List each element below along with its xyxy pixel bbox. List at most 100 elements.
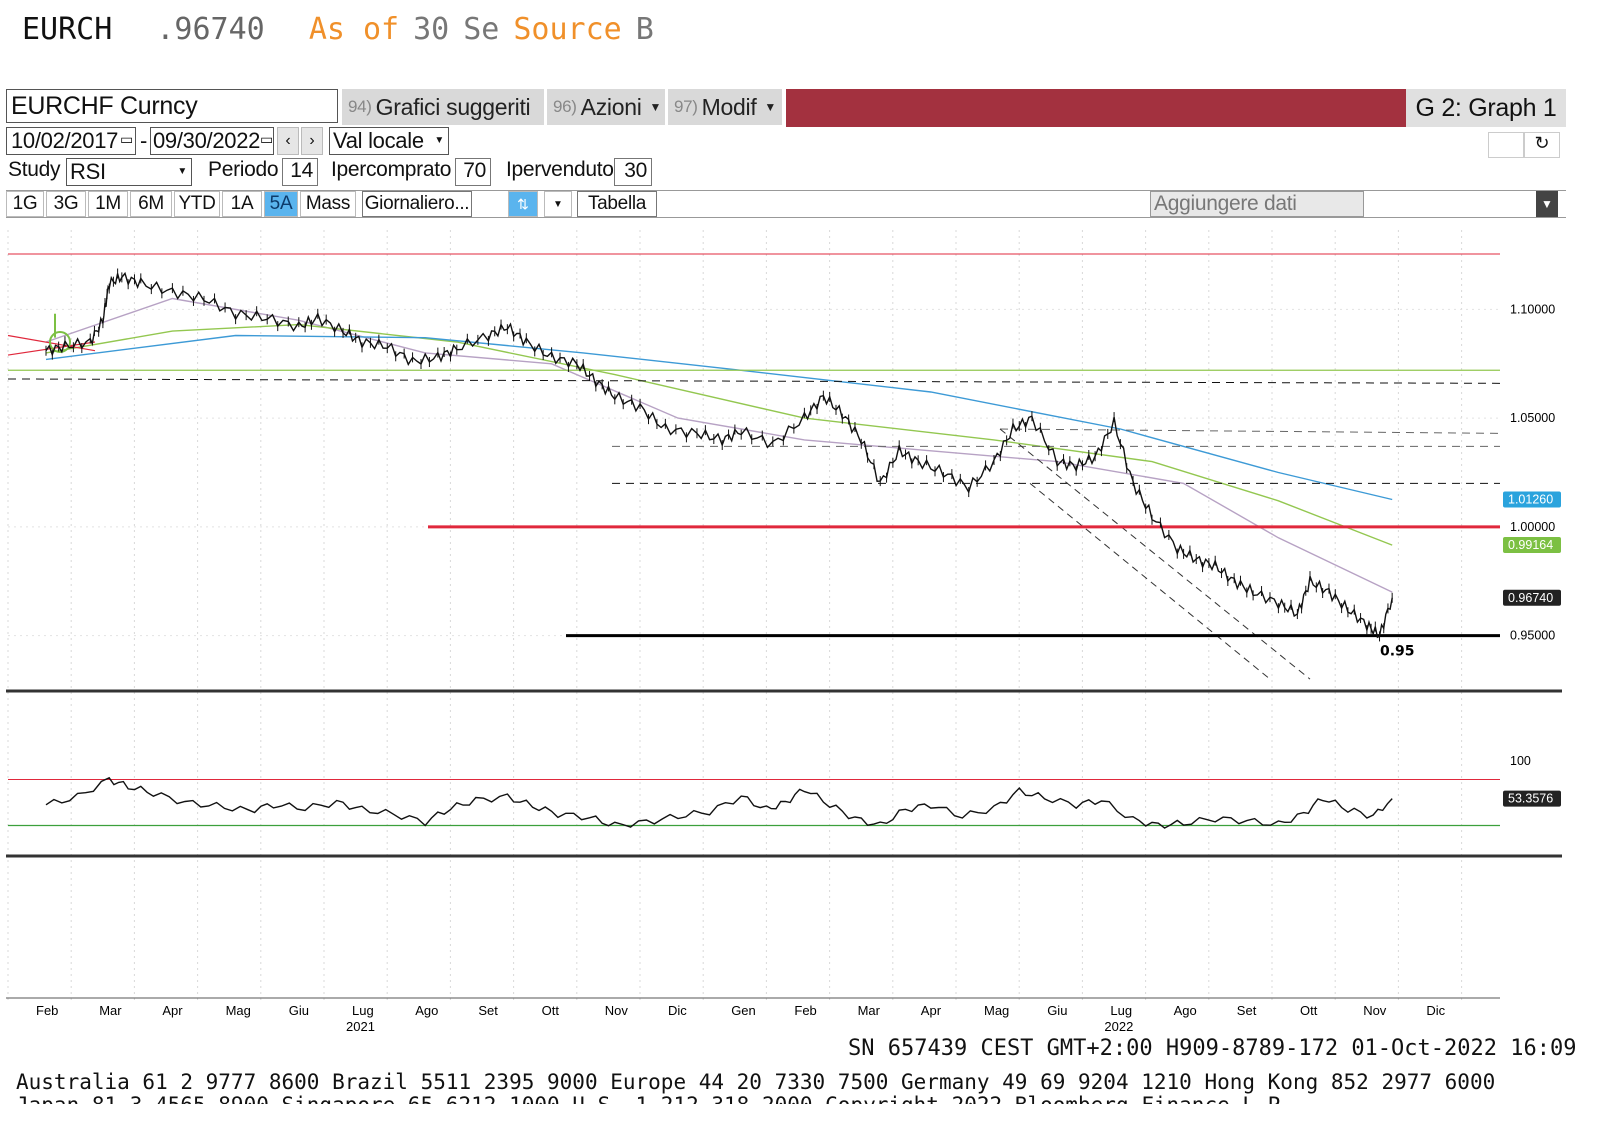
month-label: Feb	[36, 1003, 58, 1018]
month-label: Mar	[99, 1003, 122, 1018]
add-data-dropdown-icon[interactable]: ▼	[1536, 191, 1558, 217]
as-of: As of	[308, 12, 400, 47]
price-tick-label: 1.05000	[1510, 411, 1555, 425]
oversold-label: Ipervenduto	[506, 158, 614, 181]
graph-label[interactable]: G 2: Graph 1	[1406, 89, 1566, 127]
menu-label: Grafici suggeriti	[375, 93, 531, 120]
dropdown-arrow-icon: ▼	[764, 100, 776, 114]
table-button[interactable]: Tabella	[577, 191, 657, 217]
month-label: Lug	[1110, 1003, 1132, 1018]
month-label: Ott	[1300, 1003, 1318, 1018]
range-tab-6m[interactable]: 6M	[130, 191, 172, 217]
range-tab-3g[interactable]: 3G	[46, 191, 86, 217]
price-chart[interactable]: 0.95 1.10000 1.05000 1.00000 0.95000 1.01260…	[0, 220, 1600, 1040]
month-label: Mag	[226, 1003, 251, 1018]
trend-line	[7, 334, 96, 352]
actions-menu[interactable]: 96) Azioni ▼	[547, 89, 665, 125]
study-value: RSI	[70, 159, 106, 184]
dashed-line	[7, 378, 1501, 384]
add-data-input[interactable]: Aggiungere dati	[1150, 191, 1364, 217]
level-lines: 0.95	[7, 253, 1501, 680]
dropdown-arrow-icon: ▼	[434, 135, 444, 146]
blank-button[interactable]	[1488, 132, 1524, 158]
annotation-095: 0.95	[1380, 644, 1415, 660]
signal-circle	[49, 331, 71, 353]
oversold-input[interactable]: 30	[614, 158, 652, 186]
study-select[interactable]: RSI ▼	[66, 158, 192, 186]
menu-number: 96)	[553, 97, 577, 116]
price-axis: 1.10000 1.05000 1.00000 0.95000 1.01260 0.991…	[1503, 302, 1561, 643]
rsi-tick-label: 100	[1510, 754, 1531, 768]
range-tab-5a[interactable]: 5A	[264, 191, 298, 217]
period-label: Periodo	[208, 158, 279, 181]
suggested-charts-menu[interactable]: 94) Grafici suggeriti	[342, 89, 544, 125]
rsi-label: 53.3576	[1508, 792, 1553, 806]
rsi-line	[45, 776, 1393, 829]
dropdown-arrow-icon: ▼	[177, 166, 187, 177]
period-input[interactable]: 14	[282, 158, 318, 186]
refresh-icon[interactable]: ↻	[1524, 132, 1560, 158]
end-date-input[interactable]: 09/30/2022	[150, 127, 274, 155]
month-label: Set	[1237, 1003, 1257, 1018]
range-tab-1m[interactable]: 1M	[88, 191, 128, 217]
study-label: Study	[8, 158, 61, 181]
price-label-box	[1503, 537, 1561, 554]
channel-line	[999, 428, 1311, 680]
rsi-panel: 100 53.3576	[8, 754, 1561, 829]
calendar-icon[interactable]: ▭	[120, 131, 134, 147]
next-period-button[interactable]: ›	[301, 127, 323, 155]
channel-line	[1029, 482, 1271, 680]
range-tab-mass[interactable]: Mass	[300, 191, 356, 217]
month-label: Ott	[542, 1003, 560, 1018]
month-label: Ago	[415, 1003, 438, 1018]
month-label: Mag	[984, 1003, 1009, 1018]
time-axis: Feb Mar Apr Mag Giu Lug Ago Set Ott Nov Dic Gen Feb M…	[36, 1003, 1446, 1034]
price-tick-label: 0.95000	[1510, 629, 1555, 643]
ticker: EURCH	[22, 12, 113, 47]
range-tab-ytd[interactable]: YTD	[174, 191, 220, 217]
month-label: Mar	[858, 1003, 881, 1018]
ma-blue	[45, 334, 1393, 501]
month-label: Dic	[668, 1003, 687, 1018]
month-label: Gen	[731, 1003, 756, 1018]
price-series	[45, 268, 1393, 642]
date-day: 30	[413, 12, 450, 47]
price-label: 0.96740	[1508, 591, 1553, 605]
month-label: Ago	[1174, 1003, 1197, 1018]
price: .96740	[156, 12, 265, 47]
month-label: Apr	[162, 1003, 183, 1018]
prev-period-button[interactable]: ‹	[277, 127, 299, 155]
dashed-line	[999, 428, 1501, 434]
menu-label: Modif	[701, 93, 757, 120]
start-date-input[interactable]: 10/02/2017	[6, 127, 136, 155]
range-tab-1g[interactable]: 1G	[6, 191, 44, 217]
dropdown-arrow-icon: ▼	[649, 100, 662, 114]
ma-green	[45, 323, 1393, 546]
chart-type-dropdown-icon[interactable]: ▼	[544, 191, 572, 217]
serial-line: SN 657439 CEST GMT+2:00 H909-8789-172 01…	[848, 1036, 1577, 1061]
chart-grid	[6, 230, 1562, 1000]
currency-select[interactable]: Val locale ▼	[329, 127, 449, 155]
candles-icon[interactable]: ⇅	[508, 191, 538, 217]
range-tab-bar	[6, 190, 1566, 218]
range-tab-1a[interactable]: 1A	[222, 191, 262, 217]
date-separator: -	[140, 128, 148, 153]
month-label: Lug	[352, 1003, 374, 1018]
security-input[interactable]: EURCHF Curncy	[6, 89, 338, 123]
frequency-select[interactable]: Giornaliero...	[362, 191, 472, 217]
currency-value: Val locale	[333, 128, 424, 153]
price-tick-label: 1.10000	[1510, 302, 1555, 316]
rsi-label-box	[1503, 790, 1561, 807]
price-tick-label: 1.00000	[1510, 520, 1555, 534]
overbought-input[interactable]: 70	[455, 158, 491, 186]
contacts-line: Australia 61 2 9777 8600 Brazil 5511 239…	[16, 1070, 1496, 1094]
calendar-icon[interactable]: ▭	[260, 131, 274, 147]
menu-number: 94)	[348, 97, 372, 116]
contacts-line-2: Japan 81 3 4565 8900 Singapore 65 6212 1…	[16, 1092, 1293, 1104]
month-label: Giu	[289, 1003, 309, 1018]
year-label: 2021	[346, 1019, 375, 1034]
modify-menu[interactable]: 97) Modif ▼	[668, 89, 782, 125]
menu-number: 97)	[674, 97, 698, 116]
month-label: Dic	[1426, 1003, 1445, 1018]
header-line: EURCH .96740 As of 30 Se Source B	[22, 12, 680, 47]
